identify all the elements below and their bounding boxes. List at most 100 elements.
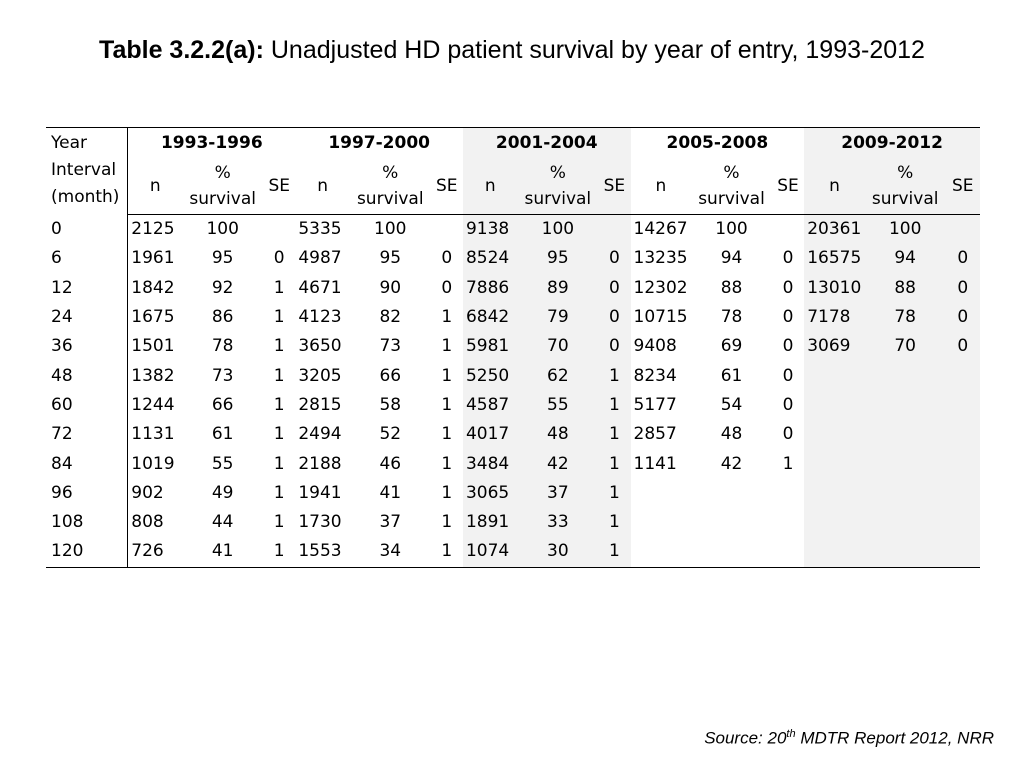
se-cell: 0: [782, 248, 794, 269]
n-cell: [804, 537, 865, 568]
se-cell: 1: [430, 537, 463, 568]
n-cell: 12302: [633, 277, 688, 298]
se-cell: 0: [782, 336, 794, 357]
pct-survival-cell: 52: [379, 424, 402, 445]
n-cell: [804, 420, 865, 450]
table-row: 48 1382 73 1 3205 66 1 5250 62 1 8234 61 0: [46, 361, 980, 391]
n-cell: 3205: [298, 365, 342, 386]
interval-cell: 12: [46, 273, 129, 303]
pct-survival-cell: 95: [211, 248, 234, 269]
se-cell: [772, 215, 804, 245]
pct-survival-cell: 70: [517, 332, 599, 362]
n-cell: 4587: [462, 390, 518, 421]
n-cell: 902: [131, 482, 164, 503]
n-cell: 5981: [462, 332, 518, 362]
interval-cell: 108: [46, 507, 129, 538]
table-row: 12 1842 92 1 4671 90 0 7886 89 0 12302 88 0 13010 88 0: [46, 273, 980, 303]
n-cell: 1891: [462, 507, 518, 538]
subheader-se: SE: [945, 158, 980, 215]
pct-survival-cell: 94: [864, 244, 946, 274]
pct-survival-cell: 88: [864, 273, 946, 303]
n-cell: 2857: [633, 424, 677, 445]
n-cell: 5335: [298, 219, 342, 240]
pct-survival-cell: 94: [720, 248, 743, 269]
se-cell: 1: [441, 482, 453, 503]
n-cell: 5177: [633, 394, 677, 415]
pct-survival-cell: 100: [517, 214, 599, 245]
pct-survival-cell: [864, 478, 946, 508]
n-cell: 1675: [131, 307, 175, 328]
se-cell: 1: [441, 512, 453, 533]
se-cell: 0: [782, 277, 794, 298]
n-cell: 1961: [131, 248, 175, 269]
subheader-se: SE: [598, 158, 631, 215]
n-cell: 14267: [633, 219, 688, 240]
se-cell: 1: [441, 336, 453, 357]
pct-survival-cell: 55: [517, 390, 599, 421]
se-cell: 0: [945, 273, 980, 303]
pct-survival-cell: 33: [517, 507, 599, 538]
n-cell: 6842: [462, 302, 518, 333]
page-title: Table 3.2.2(a): Unadjusted HD patient su…: [60, 34, 964, 66]
subheader-pct-line: %: [549, 163, 566, 183]
n-cell: [804, 478, 865, 508]
interval-cell: 72: [46, 420, 129, 450]
se-cell: [945, 214, 980, 245]
n-cell: 16575: [804, 244, 865, 274]
interval-cell: 48: [46, 361, 129, 391]
interval-cell: 60: [46, 390, 129, 421]
subheader-pct-line: %: [897, 163, 914, 183]
pct-survival-cell: 79: [517, 302, 599, 333]
n-cell: 3484: [462, 449, 518, 479]
n-cell: 1941: [298, 482, 342, 503]
n-cell: 4017: [462, 420, 518, 450]
table-row: 84 1019 55 1 2188 46 1 3484 42 1 1141 42 1: [46, 449, 980, 479]
pct-survival-cell: 78: [211, 336, 234, 357]
interval-cell: 96: [46, 478, 129, 508]
subheader-se: SE: [263, 158, 296, 215]
n-cell: 5250: [462, 361, 518, 391]
se-cell: 1: [441, 394, 453, 415]
subheader-n: n: [127, 158, 183, 215]
n-cell: 726: [127, 537, 183, 568]
pct-survival-cell: [691, 479, 772, 508]
se-cell: 1: [273, 453, 285, 474]
se-cell: 1: [273, 277, 285, 298]
se-cell: 1: [273, 512, 285, 533]
subheader-pct-line: survival: [871, 189, 939, 209]
table-row: 36 1501 78 1 3650 73 1 5981 70 0 9408 69 0 3069 70 0: [46, 332, 980, 362]
pct-survival-cell: 44: [211, 512, 234, 533]
subheader-se: SE: [771, 158, 805, 215]
se-cell: [945, 507, 980, 538]
n-cell: 1244: [131, 394, 175, 415]
n-cell: 1501: [131, 336, 175, 357]
n-cell: 8524: [462, 244, 518, 274]
subheader-pct-line: %: [382, 163, 399, 183]
table-row: 0 2125 100 5335 100 9138 100 14267 100 20361 100: [46, 214, 980, 245]
n-cell: 808: [131, 512, 164, 533]
pct-survival-cell: 30: [517, 537, 599, 568]
pct-survival-cell: 61: [211, 424, 234, 445]
n-cell: 4987: [298, 248, 342, 269]
source-suffix: MDTR Report 2012, NRR: [795, 728, 994, 748]
table-row: 24 1675 86 1 4123 82 1 6842 79 0 10715 78 0 7178 78 0: [46, 302, 980, 333]
n-cell: 2815: [298, 394, 342, 415]
se-cell: 1: [441, 453, 453, 474]
se-cell: 0: [945, 244, 980, 274]
n-cell: [804, 449, 865, 479]
header-row-groups: Year Interval (month) 1993-1996 1997-200…: [46, 127, 980, 215]
se-cell: [772, 508, 804, 537]
se-cell: [431, 215, 463, 245]
se-cell: 1: [782, 453, 794, 474]
n-cell: 10715: [633, 307, 688, 328]
interval-cell: 0: [46, 214, 129, 245]
pct-survival-cell: 73: [379, 336, 402, 357]
n-cell: 3069: [804, 332, 865, 362]
se-cell: 0: [598, 273, 631, 303]
subheader-se: SE: [430, 158, 463, 215]
n-cell: 1842: [131, 277, 175, 298]
pct-survival-cell: 95: [517, 244, 599, 274]
n-cell: 20361: [804, 214, 865, 245]
se-cell: 1: [598, 420, 631, 450]
n-cell: 8234: [633, 365, 677, 386]
